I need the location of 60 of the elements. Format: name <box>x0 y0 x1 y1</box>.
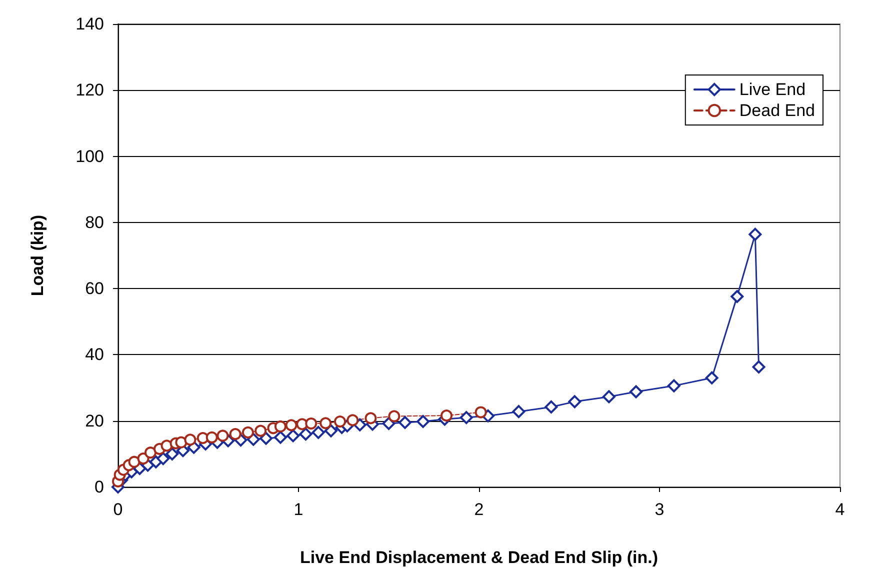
legend-label: Live End <box>739 80 806 99</box>
x-tick-label: 2 <box>474 500 484 519</box>
point <box>346 414 359 426</box>
point <box>630 385 643 398</box>
point <box>260 432 273 445</box>
point <box>144 446 156 459</box>
point <box>474 406 487 418</box>
x-axis-title: Live End Displacement & Dead End Slip (in.) <box>300 548 658 567</box>
y-tick-label: 20 <box>85 411 104 430</box>
point <box>364 412 377 424</box>
y-tick-label: 0 <box>94 478 104 496</box>
y-axis-title: Load (kip) <box>28 214 47 296</box>
x-tick-label: 3 <box>654 500 664 519</box>
point <box>388 410 400 422</box>
point <box>748 228 762 241</box>
point <box>160 440 173 452</box>
y-tick-label: 140 <box>76 14 104 34</box>
y-tick-label: 80 <box>85 212 104 232</box>
point <box>184 434 196 446</box>
point <box>460 411 473 424</box>
point <box>568 395 582 408</box>
point <box>254 424 267 437</box>
y-tick-label: 120 <box>76 80 104 100</box>
point <box>398 416 412 430</box>
point <box>667 379 680 392</box>
point <box>274 420 286 432</box>
y-tick-label: 40 <box>85 345 104 364</box>
point <box>242 426 254 438</box>
y-tick-label: 100 <box>76 146 104 166</box>
point <box>274 430 287 444</box>
point <box>730 290 744 304</box>
point <box>175 436 188 448</box>
point <box>137 452 150 465</box>
point <box>324 424 338 438</box>
point <box>229 428 242 440</box>
point <box>544 400 558 414</box>
point <box>440 410 453 422</box>
point <box>128 456 140 468</box>
x-tick-label: 0 <box>113 500 123 519</box>
point <box>312 426 325 439</box>
point <box>305 418 318 430</box>
point <box>602 390 616 404</box>
point <box>382 417 396 430</box>
point <box>166 447 179 460</box>
point <box>206 431 218 444</box>
point <box>334 416 346 428</box>
point <box>320 417 332 430</box>
point <box>299 428 312 441</box>
legend-label: Dead End <box>739 101 816 120</box>
point <box>512 405 526 418</box>
point <box>705 371 718 384</box>
x-tick-label: 1 <box>294 500 304 519</box>
point <box>286 429 300 442</box>
point <box>285 419 298 432</box>
point <box>156 452 170 466</box>
y-tick-label: 60 <box>85 279 104 298</box>
x-tick-label: 4 <box>835 500 845 519</box>
point <box>416 415 430 428</box>
point <box>216 430 229 442</box>
point <box>752 360 766 374</box>
